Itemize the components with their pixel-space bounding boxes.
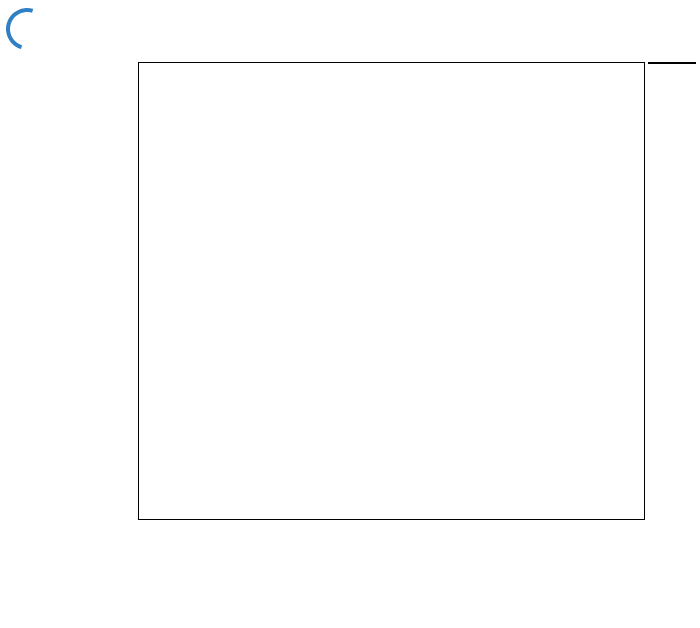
x-axis-ticks: [138, 520, 645, 527]
echo-direction-legend[interactable]: [648, 62, 696, 64]
y-axis-labels: [100, 55, 134, 525]
y-axis-ticks: [131, 62, 138, 520]
x-axis-labels: [138, 526, 645, 544]
ionogram-trace-curves: [139, 63, 645, 520]
logo-arc-icon: [0, 0, 56, 58]
lowell-digisonde-logo: [0, 0, 108, 58]
ionogram-plot[interactable]: [138, 62, 645, 520]
muf-distance-table: [4, 558, 17, 628]
